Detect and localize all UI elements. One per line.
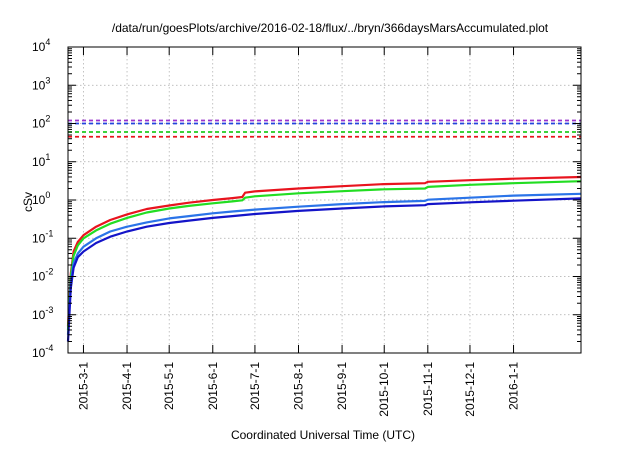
y-tick-label: 10-4 — [32, 343, 53, 360]
series-line — [66, 175, 582, 327]
y-axis-label: cSv — [21, 192, 35, 212]
chart-title: /data/run/goesPlots/archive/2016-02-18/f… — [112, 21, 549, 35]
x-axis-ticks: 2015-3-1 2015-4-1 2015-5-1 2015-6-1 2015-7-1… — [76, 47, 521, 417]
y-axis-ticks: 10-4 10-3 10-2 10-1 100 101 102 103 104 — [32, 37, 581, 360]
x-tick-label: 2015-3-1 — [76, 362, 90, 410]
x-tick-label: 2015-6-1 — [206, 362, 220, 410]
y-tick-label: 103 — [32, 75, 50, 92]
y-tick-label: 100 — [32, 190, 50, 207]
x-tick-label: 2015-12-1 — [463, 362, 477, 417]
y-tick-label: 104 — [32, 37, 50, 54]
x-tick-label: 2015-5-1 — [162, 362, 176, 410]
x-tick-label: 2015-10-1 — [377, 362, 391, 417]
reference-lines — [68, 119, 581, 138]
x-tick-label: 2015-8-1 — [291, 362, 305, 410]
y-tick-label: 102 — [32, 114, 50, 131]
y-tick-label: 10-2 — [32, 267, 53, 284]
y-tick-label: 10-3 — [32, 305, 53, 322]
x-tick-label: 2015-9-1 — [335, 362, 349, 410]
y-tick-label: 101 — [32, 152, 50, 169]
series-line — [66, 192, 582, 335]
series-group — [66, 175, 582, 342]
y-tick-label: 10-1 — [32, 228, 53, 245]
x-tick-label: 2015-11-1 — [421, 362, 435, 416]
x-tick-label: 2015-4-1 — [120, 362, 134, 410]
series-line — [66, 180, 582, 331]
series-line — [66, 197, 582, 342]
x-tick-label: 2015-7-1 — [248, 362, 262, 410]
x-tick-label: 2016-1-1 — [507, 362, 521, 410]
x-axis-label: Coordinated Universal Time (UTC) — [231, 428, 415, 442]
